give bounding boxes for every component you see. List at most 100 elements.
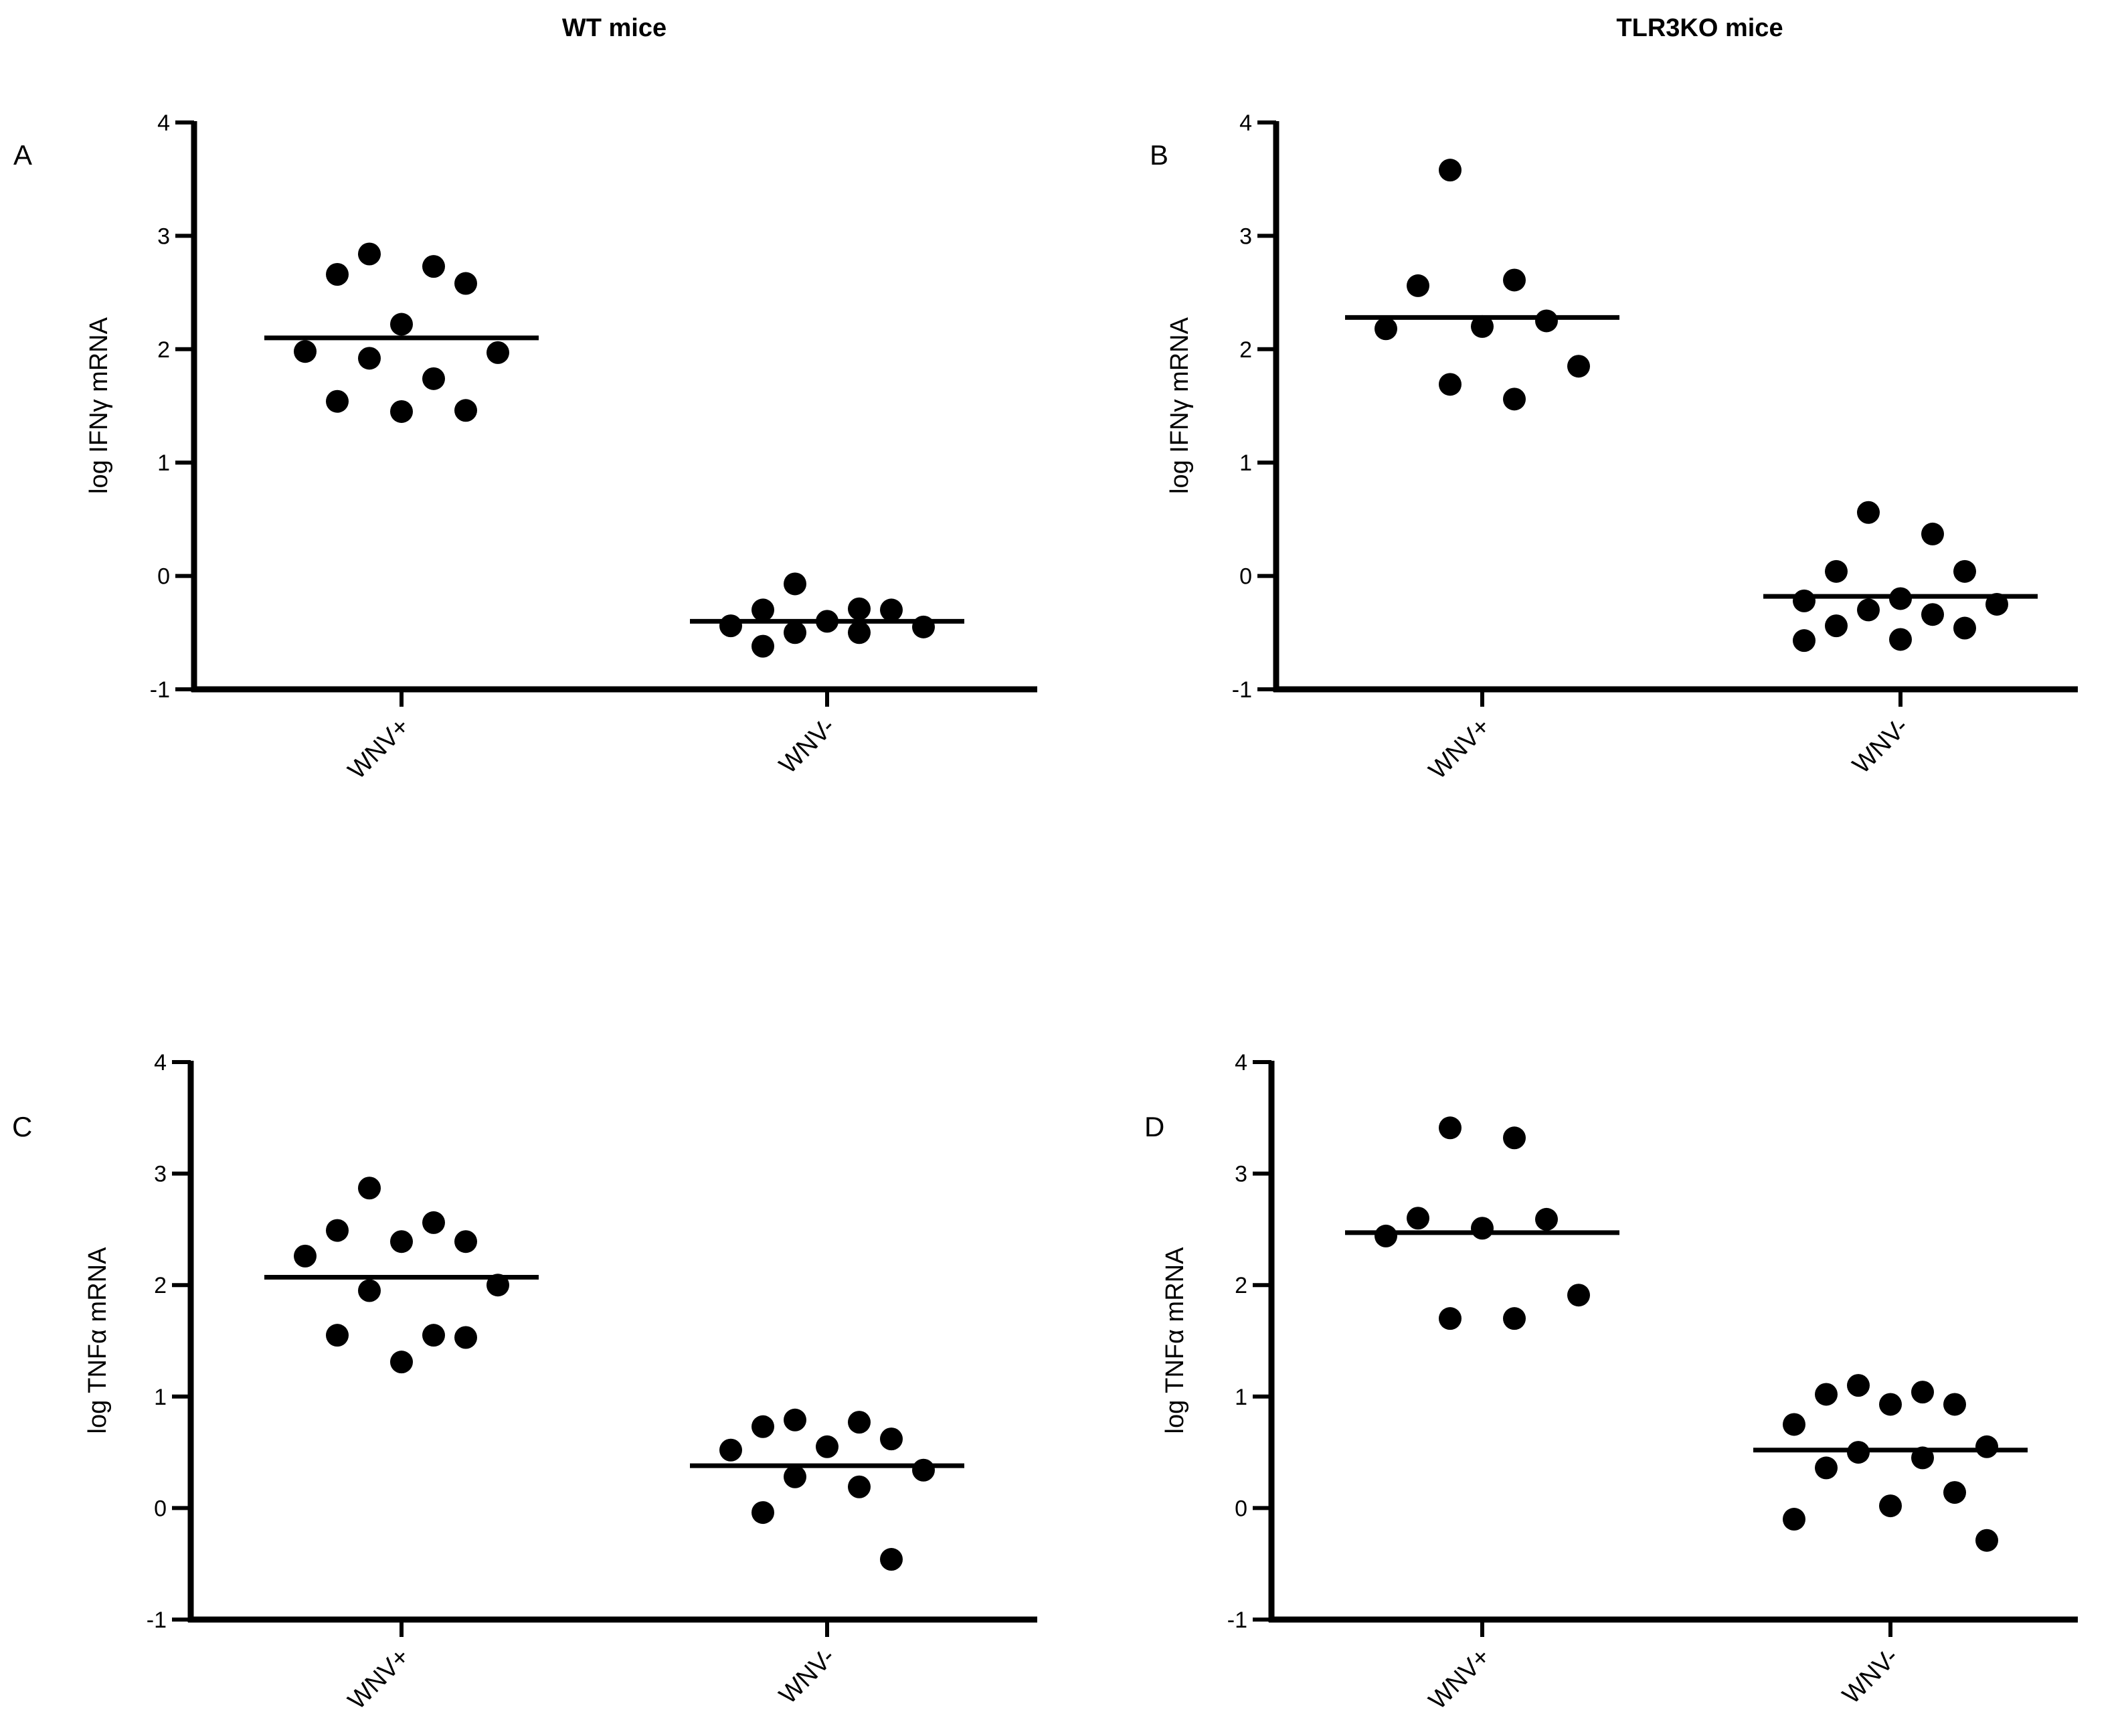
y-axis-label: log TNFα mRNA <box>84 1247 112 1434</box>
column-title-wt: WT mice <box>562 14 667 42</box>
data-point <box>719 614 742 638</box>
data-point <box>1953 559 1976 583</box>
data-point <box>390 1351 413 1374</box>
data-point <box>1943 1393 1966 1416</box>
data-point <box>454 1326 477 1349</box>
data-point <box>422 1211 445 1234</box>
data-point <box>358 1177 381 1200</box>
x-category-label: WNV+ <box>343 713 415 785</box>
data-point <box>1471 1217 1494 1240</box>
y-tick-label: -1 <box>1227 1608 1247 1633</box>
data-point <box>1943 1481 1966 1504</box>
data-point <box>1921 522 1944 545</box>
data-point <box>1535 1207 1558 1231</box>
data-point <box>1439 159 1462 182</box>
data-point <box>454 1230 477 1253</box>
data-point <box>784 572 806 596</box>
data-point <box>454 272 477 295</box>
y-axis-label: log IFNγ mRNA <box>1166 317 1194 494</box>
y-tick-label: 3 <box>154 1162 167 1187</box>
y-tick-label: 0 <box>157 564 170 590</box>
data-point <box>1407 274 1429 297</box>
data-point <box>816 1435 838 1458</box>
column-title-tlr3ko: TLR3KO mice <box>1616 14 1783 42</box>
x-category-label: WNV- <box>1838 1643 1905 1710</box>
data-point <box>1407 1207 1429 1230</box>
y-tick-label: 1 <box>154 1385 167 1410</box>
x-category-label: WNV+ <box>1423 1643 1496 1715</box>
data-point <box>1439 373 1462 396</box>
data-point <box>1375 317 1397 341</box>
data-point <box>326 262 349 286</box>
x-category-label: WNV- <box>774 713 841 780</box>
data-point <box>784 621 806 644</box>
data-point <box>751 634 774 658</box>
data-point <box>358 347 381 370</box>
data-point <box>751 598 774 622</box>
data-point <box>1911 1381 1934 1404</box>
data-point <box>848 597 871 620</box>
y-tick-label: -1 <box>150 677 170 703</box>
data-point <box>1783 1413 1805 1436</box>
data-point <box>454 399 477 422</box>
data-point <box>1793 629 1816 653</box>
y-tick-label: -1 <box>147 1608 167 1633</box>
data-point <box>358 242 381 266</box>
data-point <box>326 389 349 413</box>
data-point <box>784 1408 806 1431</box>
y-tick-label: 4 <box>154 1050 167 1075</box>
data-point <box>1471 315 1494 338</box>
data-point <box>912 1458 935 1482</box>
y-tick-label: 4 <box>1239 110 1252 136</box>
panel-letter: B <box>1150 139 1168 171</box>
data-point <box>294 1244 317 1268</box>
data-point <box>848 1411 871 1434</box>
y-tick-label: 3 <box>1235 1162 1247 1187</box>
data-point <box>1535 309 1558 333</box>
panel-letter: D <box>1144 1111 1164 1142</box>
data-point <box>1921 603 1944 626</box>
data-point <box>1567 355 1590 378</box>
y-tick-label: 2 <box>1239 337 1252 363</box>
data-point <box>390 400 413 423</box>
data-point <box>719 1438 742 1462</box>
data-point <box>486 341 509 364</box>
data-point <box>880 1427 903 1451</box>
data-point <box>1857 598 1880 622</box>
data-point <box>880 1548 903 1571</box>
data-point <box>1975 1529 1998 1552</box>
y-tick-label: 1 <box>1235 1385 1247 1410</box>
y-tick-label: 0 <box>154 1496 167 1521</box>
data-point <box>1825 559 1848 583</box>
data-point <box>751 1415 774 1438</box>
data-point <box>1825 614 1848 638</box>
y-tick-label: 0 <box>1235 1496 1247 1521</box>
data-point <box>1857 501 1880 524</box>
data-point <box>1567 1284 1590 1307</box>
data-point <box>326 1324 349 1347</box>
data-point <box>1879 1393 1902 1416</box>
data-point <box>1783 1508 1805 1531</box>
data-point <box>1503 1307 1526 1330</box>
data-point <box>1439 1116 1462 1140</box>
data-point <box>1847 1374 1870 1397</box>
y-axis-label: log TNFα mRNA <box>1161 1247 1189 1434</box>
data-point <box>390 313 413 336</box>
data-point <box>358 1279 381 1302</box>
data-point <box>880 598 903 622</box>
data-point <box>294 340 317 363</box>
y-tick-label: 4 <box>1235 1050 1247 1075</box>
data-point <box>422 255 445 278</box>
y-tick-label: 2 <box>1235 1273 1247 1298</box>
y-axis-label: log IFNγ mRNA <box>85 317 113 494</box>
data-point <box>848 1475 871 1498</box>
data-point <box>1815 1456 1838 1480</box>
data-point <box>1375 1224 1397 1247</box>
y-tick-label: -1 <box>1232 677 1252 703</box>
data-point <box>784 1465 806 1488</box>
